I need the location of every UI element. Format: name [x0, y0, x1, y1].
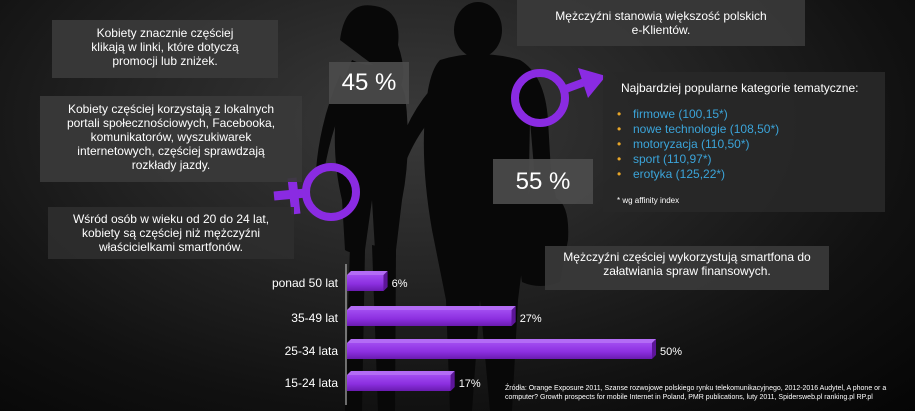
category-item: • motoryzacja (110,50*)	[617, 137, 779, 152]
female-share-label: 45 %	[341, 69, 397, 96]
female-local-text: Kobiety częściej korzystają z lokalnych …	[66, 102, 276, 172]
female-local-box: Kobiety częściej korzystają z lokalnych …	[40, 96, 302, 182]
bar	[347, 310, 512, 326]
category-label: firmowe (100,15*)	[633, 107, 728, 121]
bar-top	[347, 339, 656, 343]
category-tick-label: 35-49 lat	[291, 311, 338, 325]
bar-top	[347, 371, 455, 375]
category-tick-label: 25-34 lata	[285, 344, 339, 358]
categories-panel: Najbardziej popularne kategorie tematycz…	[603, 72, 885, 212]
bar-value-label: 50%	[660, 346, 682, 358]
female-share-box: 45 %	[329, 62, 409, 104]
female-clicks-text: Kobiety znacznie częściej klikają w link…	[91, 26, 239, 68]
category-label: sport (110,97*)	[633, 152, 712, 166]
source-text: Źródła: Orange Exposure 2011, Szanse roz…	[505, 385, 887, 401]
category-item: • nowe technologie (108,50*)	[617, 122, 779, 137]
category-label: motoryzacja (110,50*)	[633, 137, 750, 151]
category-tick-label: 15-24 lata	[285, 376, 339, 390]
bar	[347, 275, 384, 291]
male-majority-text: Mężczyźni stanowią większość polskich e-…	[555, 9, 767, 37]
female-young-text: Wśród osób w wieku od 20 do 24 lat, kobi…	[72, 212, 270, 254]
male-majority-box: Mężczyźni stanowią większość polskich e-…	[517, 0, 805, 46]
category-label: erotyka (125,22*)	[633, 167, 726, 181]
bar-side	[652, 339, 656, 359]
bar-side	[383, 271, 388, 291]
categories-list: • firmowe (100,15*) • nowe technologie (10…	[617, 107, 779, 182]
category-tick-label: ponad 50 lat	[272, 276, 339, 290]
bullet-icon: •	[617, 107, 622, 121]
bar	[347, 343, 652, 359]
male-share-box: 55 %	[493, 159, 593, 204]
bar-top	[347, 271, 388, 275]
bar-top	[347, 306, 516, 310]
bar-value-label: 17%	[459, 378, 481, 390]
female-young-box: Wśród osób w wieku od 20 do 24 lat, kobi…	[48, 207, 294, 259]
bullet-icon: •	[617, 122, 622, 136]
categories-title: Najbardziej popularne kategorie tematycz…	[621, 81, 859, 95]
bullet-icon: •	[617, 137, 622, 151]
categories-note: * wg affinity index	[617, 196, 680, 205]
chart-bars: ponad 50 lat 6% 35-49 lat 27% 25-34 lata 50% 1…	[272, 271, 682, 391]
female-clicks-box: Kobiety znacznie częściej klikają w link…	[52, 20, 278, 78]
bullet-icon: •	[617, 152, 622, 166]
category-label: nowe technologie (108,50*)	[633, 122, 780, 136]
bar-side	[511, 306, 516, 326]
male-finance-text: Mężczyźni częściej wykorzystują smartfon…	[563, 250, 811, 278]
male-share-label: 55 %	[515, 168, 571, 195]
bar-value-label: 27%	[520, 313, 542, 325]
bar	[347, 375, 451, 391]
bar-value-label: 6%	[392, 278, 408, 290]
category-item: • firmowe (100,15*)	[617, 107, 779, 122]
category-item: • sport (110,97*)	[617, 152, 779, 167]
category-item: • erotyka (125,22*)	[617, 167, 779, 182]
bar-side	[450, 371, 455, 391]
bullet-icon: •	[617, 167, 622, 181]
male-finance-box: Mężczyźni częściej wykorzystują smartfon…	[545, 246, 829, 290]
